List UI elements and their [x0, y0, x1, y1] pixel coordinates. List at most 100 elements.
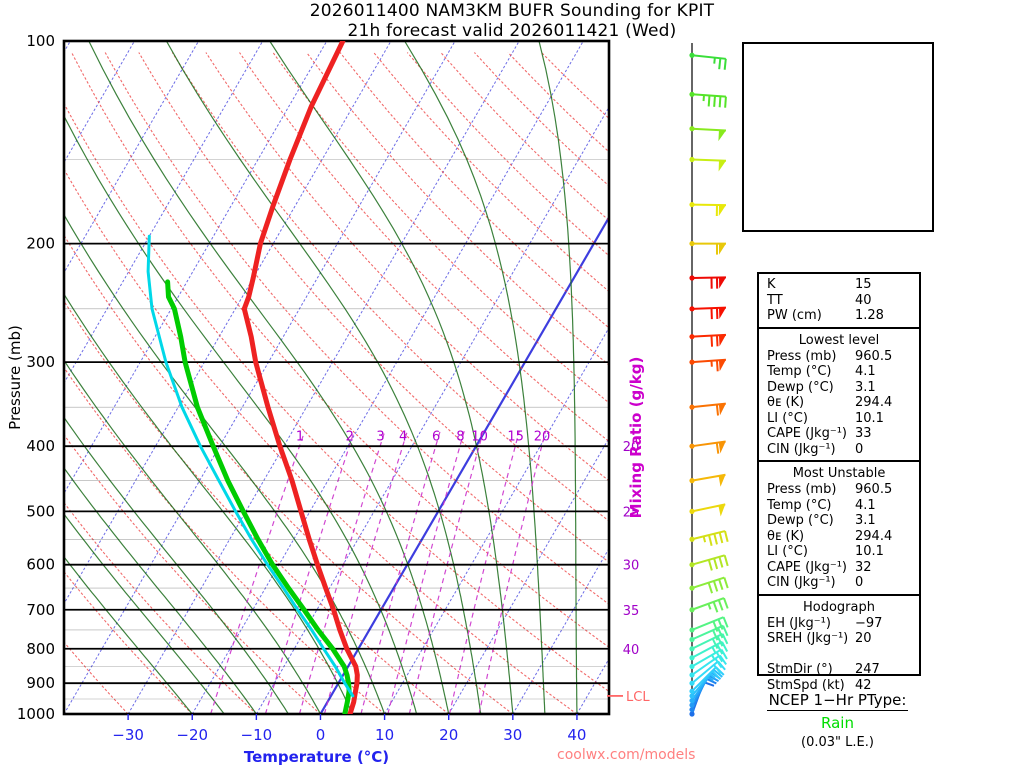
- svg-text:40: 40: [567, 726, 586, 744]
- index-row: Dewp (°C) 3.1: [759, 513, 919, 529]
- index-row: LI (°C) 10.1: [759, 411, 919, 427]
- index-value: 0: [855, 575, 864, 590]
- index-row: CAPE (Jkg⁻¹) 32: [759, 560, 919, 576]
- index-value: 33: [855, 426, 872, 441]
- chart-title-line1: 2026011400 NAM3KM BUFR Sounding for KPIT: [309, 1, 715, 21]
- svg-text:30: 30: [623, 559, 640, 574]
- index-value: 40: [855, 292, 872, 308]
- index-value: 294.4: [855, 395, 893, 410]
- svg-text:Mixing Ratio (g/kg): Mixing Ratio (g/kg): [627, 357, 645, 519]
- index-label: Press (mb): [767, 348, 837, 364]
- svg-text:Temperature (°C): Temperature (°C): [244, 748, 389, 766]
- wind-barb-column: [689, 43, 729, 717]
- svg-text:25: 25: [623, 505, 640, 520]
- index-row: TT 40: [759, 293, 919, 309]
- index-value: 32: [855, 559, 872, 575]
- svg-text:Pressure (mb): Pressure (mb): [6, 325, 24, 430]
- index-label: θᴇ (K): [767, 395, 805, 410]
- indices-table: K 15 TT 40 PW (cm) 1.28 Lowest level Press (mb)…: [757, 272, 921, 693]
- section-heading: Most Unstable: [792, 466, 886, 481]
- index-row: SREH (Jkg⁻¹) 20: [759, 631, 919, 647]
- index-row: CIN (Jkg⁻¹) 0: [759, 575, 919, 591]
- index-row: StmDir (°) 247: [759, 662, 919, 678]
- index-label: CIN (Jkg⁻¹): [767, 575, 836, 590]
- svg-text:400: 400: [26, 437, 55, 455]
- ptype-title: NCEP 1−Hr PType:: [766, 691, 909, 711]
- index-value: 1.28: [855, 308, 884, 323]
- hodograph-panel: [742, 42, 934, 232]
- index-label: [767, 647, 855, 663]
- svg-text:500: 500: [26, 502, 55, 520]
- section-heading: Hodograph: [803, 599, 875, 615]
- index-row: Dewp (°C) 3.1: [759, 380, 919, 396]
- index-value: 20: [855, 631, 872, 646]
- ptype-value: Rain: [821, 714, 854, 732]
- index-value: 960.5: [855, 348, 893, 364]
- svg-text:10: 10: [375, 726, 394, 744]
- svg-text:800: 800: [26, 640, 55, 658]
- index-row: CAPE (Jkg⁻¹) 33: [759, 426, 919, 442]
- index-value: 42: [855, 677, 872, 693]
- svg-text:coolwx.com/models: coolwx.com/models: [557, 747, 695, 763]
- index-label: PW (cm): [767, 308, 822, 323]
- index-row: θᴇ (K) 294.4: [759, 395, 919, 411]
- index-value: 3.1: [855, 513, 876, 528]
- svg-text:1: 1: [296, 430, 304, 445]
- index-label: TT: [767, 292, 783, 308]
- svg-text:30: 30: [503, 726, 522, 744]
- svg-text:−20: −20: [176, 726, 208, 744]
- svg-text:2: 2: [346, 430, 354, 445]
- index-value: 247: [855, 662, 880, 677]
- index-value: 4.1: [855, 364, 876, 379]
- index-label: EH (Jkg⁻¹): [767, 615, 831, 631]
- index-value: 0: [855, 441, 864, 457]
- index-row: StmSpd (kt) 42: [759, 678, 919, 694]
- index-row: θᴇ (K) 294.4: [759, 529, 919, 545]
- index-row: K 15: [759, 277, 919, 293]
- svg-text:LCL: LCL: [626, 690, 650, 705]
- index-row: Press (mb) 960.5: [759, 482, 919, 498]
- svg-text:6: 6: [432, 430, 440, 445]
- sounding-traces: [146, 41, 360, 714]
- index-value: 15: [855, 277, 872, 292]
- index-row: [759, 647, 919, 663]
- svg-text:−10: −10: [241, 726, 273, 744]
- indices-section-3: Hodograph EH (Jkg⁻¹) −97 SREH (Jkg⁻¹) 20 Stm…: [759, 596, 919, 697]
- index-row: EH (Jkg⁻¹) −97: [759, 616, 919, 632]
- index-label: CAPE (Jkg⁻¹): [767, 559, 847, 575]
- index-label: StmDir (°): [767, 662, 833, 677]
- index-value: 960.5: [855, 482, 893, 497]
- index-row: Press (mb) 960.5: [759, 349, 919, 365]
- indices-section-1: Lowest level Press (mb) 960.5 Temp (°C) 4.1 D…: [759, 329, 919, 462]
- indices-section-2: Most Unstable Press (mb) 960.5 Temp (°C) 4.1…: [759, 462, 919, 596]
- index-value: 294.4: [855, 528, 893, 544]
- svg-text:35: 35: [623, 604, 640, 619]
- svg-text:8: 8: [456, 430, 464, 445]
- svg-text:600: 600: [26, 556, 55, 574]
- svg-text:200: 200: [26, 235, 55, 253]
- index-label: StmSpd (kt): [767, 677, 845, 693]
- ncep-ptype-panel: NCEP 1−Hr PType: Rain (0.03" L.E.): [735, 690, 940, 750]
- svg-text:300: 300: [26, 353, 55, 371]
- index-label: CAPE (Jkg⁻¹): [767, 426, 847, 441]
- index-label: Temp (°C): [767, 497, 832, 513]
- skewt-grid: [62, 39, 611, 720]
- index-label: Dewp (°C): [767, 379, 834, 395]
- index-row: LI (°C) 10.1: [759, 544, 919, 560]
- svg-text:20: 20: [439, 726, 458, 744]
- index-label: LI (°C): [767, 410, 808, 426]
- index-label: CIN (Jkg⁻¹): [767, 441, 836, 457]
- index-row: Temp (°C) 4.1: [759, 498, 919, 514]
- index-label: Press (mb): [767, 482, 837, 497]
- index-value: −97: [855, 615, 883, 631]
- ptype-liquid-equivalent: (0.03" L.E.): [801, 735, 874, 750]
- svg-text:3: 3: [376, 430, 384, 445]
- index-label: Temp (°C): [767, 364, 832, 379]
- svg-text:700: 700: [26, 601, 55, 619]
- svg-text:1000: 1000: [17, 705, 55, 723]
- svg-text:900: 900: [26, 674, 55, 692]
- index-label: Dewp (°C): [767, 513, 834, 528]
- index-row: PW (cm) 1.28: [759, 308, 919, 324]
